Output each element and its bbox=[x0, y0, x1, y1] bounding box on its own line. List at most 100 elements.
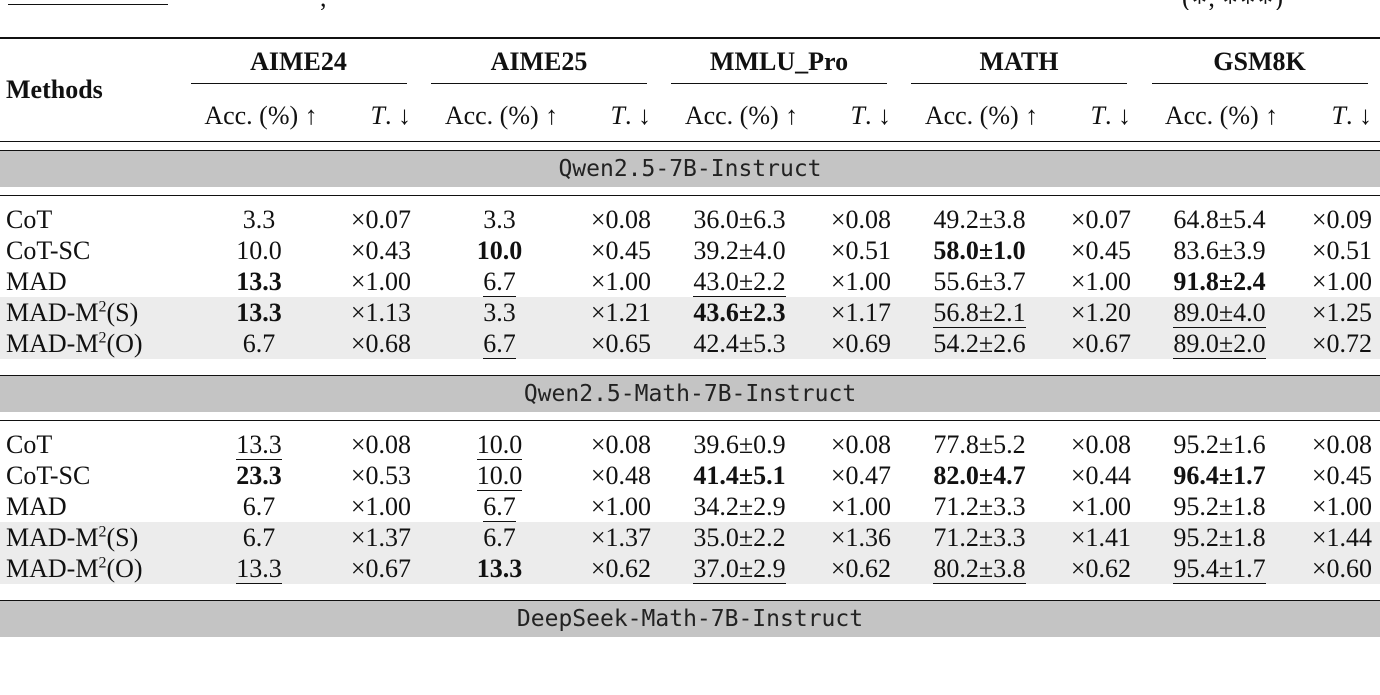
time-ratio-cell: ×0.08 bbox=[350, 430, 411, 459]
accuracy-cell: 6.7 bbox=[483, 267, 516, 297]
accuracy-cell: 13.3 bbox=[178, 553, 340, 584]
time-ratio-cell: ×1.13 bbox=[340, 297, 419, 328]
accuracy-cell: 55.6±3.7 bbox=[933, 267, 1026, 296]
accuracy-cell: 39.6±0.9 bbox=[693, 430, 786, 459]
caption-blank-line bbox=[8, 4, 168, 5]
time-ratio-cell: ×1.37 bbox=[340, 522, 419, 553]
method-name: CoT bbox=[6, 430, 53, 459]
accuracy-cell: 13.3 bbox=[419, 553, 580, 584]
accuracy-cell: 82.0±4.7 bbox=[933, 461, 1026, 490]
time-ratio-cell: ×0.45 bbox=[590, 236, 651, 265]
time-header: T. ↓ bbox=[1300, 91, 1380, 142]
accuracy-cell: 58.0±1.0 bbox=[933, 236, 1026, 265]
dataset-header: MMLU_Pro bbox=[659, 37, 899, 91]
time-ratio-cell: ×1.00 bbox=[830, 492, 891, 521]
accuracy-cell: 41.4±5.1 bbox=[693, 461, 786, 490]
accuracy-cell: 10.0 bbox=[476, 461, 523, 491]
accuracy-cell: 95.2±1.6 bbox=[1173, 430, 1266, 459]
time-ratio-cell: ×0.09 bbox=[1311, 205, 1372, 234]
time-ratio-cell: ×1.21 bbox=[580, 297, 659, 328]
table-row: CoT 13.3 ×0.08 10.0 ×0.08 39.6±0.9 ×0.08 77.8±5… bbox=[0, 429, 1380, 460]
table-row: CoT-SC 10.0 ×0.43 10.0 ×0.45 39.2±4.0 ×0.51 58.… bbox=[0, 235, 1380, 266]
time-ratio-cell: ×0.08 bbox=[830, 430, 891, 459]
time-ratio-cell: ×1.00 bbox=[590, 492, 651, 521]
accuracy-cell: 36.0±6.3 bbox=[693, 205, 786, 234]
accuracy-cell: 3.3 bbox=[242, 205, 276, 234]
method-name: MAD-M2(S) bbox=[0, 297, 178, 328]
dataset-header: AIME25 bbox=[419, 37, 659, 91]
table-row: CoT-SC 23.3 ×0.53 10.0 ×0.48 41.4±5.1 ×0.47 82.… bbox=[0, 460, 1380, 491]
accuracy-cell: 35.0±2.2 bbox=[659, 522, 820, 553]
accuracy-cell: 3.3 bbox=[483, 205, 516, 234]
time-ratio-cell: ×1.00 bbox=[1070, 267, 1131, 296]
accuracy-cell: 89.0±4.0 bbox=[1139, 297, 1300, 328]
header-row-metrics: Acc. (%) ↑ T. ↓ Acc. (%) ↑ T. ↓ Acc. (%) ↑ T.… bbox=[0, 91, 1380, 142]
time-header-arrow: . ↓ bbox=[385, 101, 411, 130]
accuracy-cell: 6.7 bbox=[419, 328, 580, 359]
time-ratio-cell: ×1.44 bbox=[1300, 522, 1380, 553]
model-section-header: Qwen2.5-Math-7B-Instruct bbox=[0, 375, 1380, 412]
model-section-header: DeepSeek-Math-7B-Instruct bbox=[0, 600, 1380, 637]
time-ratio-cell: ×1.00 bbox=[1311, 492, 1372, 521]
accuracy-cell: 43.6±2.3 bbox=[659, 297, 820, 328]
accuracy-cell: 37.0±2.9 bbox=[659, 553, 820, 584]
time-ratio-cell: ×0.69 bbox=[820, 328, 899, 359]
time-ratio-cell: ×0.43 bbox=[350, 236, 411, 265]
time-ratio-cell: ×0.67 bbox=[1060, 328, 1139, 359]
time-ratio-cell: ×1.00 bbox=[350, 267, 411, 296]
accuracy-cell: 6.7 bbox=[419, 522, 580, 553]
time-ratio-cell: ×0.62 bbox=[820, 553, 899, 584]
accuracy-cell: 39.2±4.0 bbox=[693, 236, 786, 265]
time-ratio-cell: ×0.67 bbox=[340, 553, 419, 584]
accuracy-cell: 77.8±5.2 bbox=[933, 430, 1026, 459]
acc-header: Acc. (%) ↑ bbox=[178, 91, 340, 142]
accuracy-cell: 83.6±3.9 bbox=[1173, 236, 1266, 265]
time-ratio-cell: ×1.41 bbox=[1060, 522, 1139, 553]
time-ratio-cell: ×0.47 bbox=[830, 461, 891, 490]
time-header-arrow: . ↓ bbox=[1346, 101, 1372, 130]
time-ratio-cell: ×0.51 bbox=[830, 236, 891, 265]
spacer-row bbox=[0, 421, 1380, 430]
time-ratio-cell: ×0.07 bbox=[350, 205, 411, 234]
accuracy-cell: 13.3 bbox=[236, 430, 282, 460]
time-ratio-cell: ×0.45 bbox=[1311, 461, 1372, 490]
time-ratio-cell: ×0.08 bbox=[590, 205, 651, 234]
time-header-symbol: T bbox=[610, 101, 625, 130]
accuracy-cell: 95.4±1.7 bbox=[1139, 553, 1300, 584]
accuracy-cell: 10.0 bbox=[476, 430, 523, 460]
spacer-row bbox=[0, 141, 1380, 151]
accuracy-cell: 6.7 bbox=[483, 492, 516, 522]
accuracy-cell: 42.4±5.3 bbox=[659, 328, 820, 359]
time-header: T. ↓ bbox=[340, 91, 419, 142]
model-section-header: Qwen2.5-7B-Instruct bbox=[0, 150, 1380, 187]
time-ratio-cell: ×0.44 bbox=[1070, 461, 1131, 490]
spacer-row bbox=[0, 187, 1380, 196]
time-ratio-cell: ×1.00 bbox=[1311, 267, 1372, 296]
accuracy-cell: 95.2±1.8 bbox=[1173, 492, 1266, 521]
method-name: CoT bbox=[6, 205, 53, 234]
accuracy-cell: 10.0 bbox=[476, 236, 523, 265]
table-row: CoT 3.3 ×0.07 3.3 ×0.08 36.0±6.3 ×0.08 49.2±3.8… bbox=[0, 204, 1380, 235]
time-ratio-cell: ×0.08 bbox=[1070, 430, 1131, 459]
time-ratio-cell: ×1.00 bbox=[1070, 492, 1131, 521]
time-ratio-cell: ×0.08 bbox=[590, 430, 651, 459]
time-ratio-cell: ×1.00 bbox=[350, 492, 411, 521]
spacer-row bbox=[0, 196, 1380, 205]
table-row: MAD-M2(O) 13.3 ×0.67 13.3 ×0.62 37.0±2.9 ×0.62… bbox=[0, 553, 1380, 584]
acc-header: Acc. (%) ↑ bbox=[899, 91, 1060, 142]
table-row: MAD-M2(S) 6.7 ×1.37 6.7 ×1.37 35.0±2.2 ×1.36 71… bbox=[0, 522, 1380, 553]
time-ratio-cell: ×0.45 bbox=[1070, 236, 1131, 265]
time-ratio-cell: ×0.72 bbox=[1300, 328, 1380, 359]
time-ratio-cell: ×1.37 bbox=[580, 522, 659, 553]
caption-right-text: (∗, ∗∗∗) bbox=[1182, 0, 1283, 10]
spacer-row bbox=[0, 592, 1380, 601]
accuracy-cell: 95.2±1.8 bbox=[1139, 522, 1300, 553]
accuracy-cell: 71.2±3.3 bbox=[933, 492, 1026, 521]
accuracy-cell: 6.7 bbox=[178, 522, 340, 553]
header-row-datasets: Methods AIME24 AIME25 MMLU_Pro MATH GSM8… bbox=[0, 37, 1380, 142]
acc-header: Acc. (%) ↑ bbox=[659, 91, 820, 142]
time-header-arrow: . ↓ bbox=[1105, 101, 1131, 130]
time-header: T. ↓ bbox=[820, 91, 899, 142]
time-ratio-cell: ×0.65 bbox=[580, 328, 659, 359]
dataset-header: MATH bbox=[899, 37, 1139, 91]
